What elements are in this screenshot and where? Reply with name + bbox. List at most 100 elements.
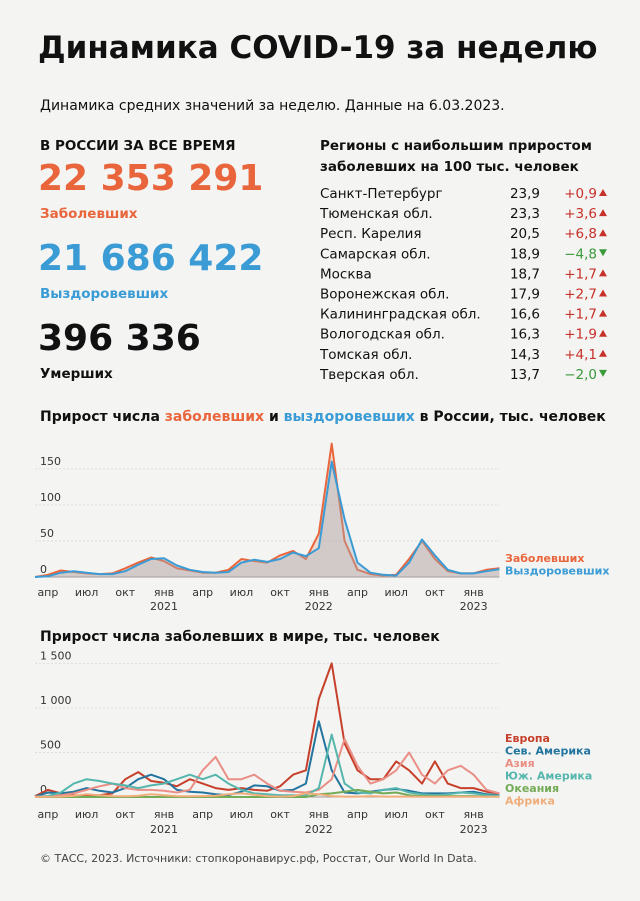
- year-label: 2023: [460, 823, 488, 836]
- region-change: −4,8: [564, 246, 597, 262]
- trend-arrow: [599, 269, 607, 277]
- region-name: Москва: [320, 266, 372, 282]
- legend-entry: Европа: [505, 732, 550, 745]
- region-change: +3,6: [564, 206, 597, 222]
- y-tick-label: 150: [40, 455, 61, 468]
- region-name: Респ. Карелия: [320, 226, 422, 242]
- x-tick-label: янв: [309, 808, 329, 821]
- line: [34, 733, 500, 798]
- legend-entry: Сев. Америка: [505, 745, 591, 758]
- legend-entry: Океания: [505, 782, 559, 795]
- region-name: Вологодская обл.: [320, 327, 445, 343]
- y-tick-label: 1 000: [40, 694, 72, 707]
- x-tick-label: окт: [425, 586, 445, 599]
- region-value: 16,6: [510, 307, 540, 323]
- region-value: 14,3: [510, 347, 540, 363]
- line: [34, 792, 500, 798]
- total-value: 396 336: [38, 318, 201, 359]
- x-tick-label: окт: [425, 808, 445, 821]
- x-tick-label: окт: [115, 586, 135, 599]
- region-change: +4,1: [564, 347, 597, 363]
- region-value: 20,5: [510, 226, 540, 242]
- y-tick-label: 0: [40, 783, 47, 796]
- legend-entry: Азия: [505, 757, 535, 770]
- line: [34, 460, 500, 578]
- chart-title: Прирост числа заболевших и выздоровевших…: [40, 409, 606, 425]
- total-label: Умерших: [40, 366, 113, 382]
- region-name: Тюменская обл.: [319, 206, 433, 222]
- title: Динамика COVID-19 за неделю: [38, 30, 597, 66]
- x-tick-label: апр: [192, 586, 213, 599]
- y-tick-label: 1 500: [40, 649, 72, 662]
- total-label: Заболевших: [40, 206, 138, 222]
- y-tick-label: 100: [40, 491, 61, 504]
- y-tick-label: 50: [40, 527, 54, 540]
- title-part: и: [269, 409, 279, 425]
- x-tick-label: апр: [37, 586, 58, 599]
- year-label: 2022: [305, 600, 333, 613]
- region-value: 18,9: [510, 246, 540, 262]
- x-tick-label: янв: [463, 586, 483, 599]
- year-label: 2023: [460, 600, 488, 613]
- region-change: +6,8: [564, 226, 597, 242]
- trend-arrow: [599, 369, 607, 377]
- region-change: +2,7: [564, 287, 597, 303]
- trend-arrow: [599, 289, 607, 297]
- region-name: Томская обл.: [319, 347, 412, 363]
- title-part: заболевших: [165, 409, 264, 425]
- year-label: 2022: [305, 823, 333, 836]
- x-tick-label: апр: [347, 586, 368, 599]
- trend-arrow: [599, 229, 607, 237]
- title-part: в России, тыс. человек: [420, 409, 607, 425]
- x-tick-label: июл: [230, 808, 253, 821]
- chart-title: Прирост числа заболевших в мире, тыс. че…: [40, 629, 440, 645]
- title-part: Прирост числа: [40, 409, 160, 425]
- year-label: 2021: [150, 600, 178, 613]
- region-change: −2,0: [564, 367, 597, 383]
- region-change: +1,7: [564, 307, 597, 323]
- region-value: 17,9: [510, 287, 540, 303]
- x-tick-label: окт: [270, 586, 290, 599]
- region-name: Тверская обл.: [319, 367, 419, 383]
- region-change: +1,9: [564, 327, 597, 343]
- region-name: Воронежская обл.: [320, 287, 449, 303]
- x-tick-label: янв: [154, 808, 174, 821]
- x-tick-label: июл: [230, 586, 253, 599]
- x-tick-label: апр: [37, 808, 58, 821]
- total-value: 22 353 291: [38, 158, 263, 199]
- regions-heading: Регионы с наибольшим приростом: [320, 138, 592, 154]
- region-value: 16,3: [510, 327, 540, 343]
- region-value: 23,3: [510, 206, 540, 222]
- trend-arrow: [599, 349, 607, 357]
- y-tick-label: 0: [40, 563, 47, 576]
- legend-entry: Юж. Америка: [505, 770, 592, 783]
- x-tick-label: июл: [75, 808, 98, 821]
- x-tick-label: июл: [384, 808, 407, 821]
- title-part: выздоровевших: [284, 409, 415, 425]
- y-tick-label: 500: [40, 738, 61, 751]
- trend-arrow: [599, 309, 607, 317]
- region-name: Калининградская обл.: [320, 307, 481, 323]
- x-tick-label: окт: [115, 808, 135, 821]
- trend-arrow: [599, 189, 607, 196]
- footer: © ТАСС, 2023. Источники: стопкоронавирус…: [40, 852, 477, 865]
- region-change: +0,9: [564, 186, 597, 202]
- legend-entry: Выздоровевших: [505, 565, 609, 578]
- region-change: +1,7: [564, 266, 597, 282]
- totals-heading: В РОССИИ ЗА ВСЕ ВРЕМЯ: [40, 138, 236, 154]
- total-label: Выздоровевших: [40, 286, 168, 302]
- x-tick-label: янв: [463, 808, 483, 821]
- region-value: 13,7: [510, 367, 540, 383]
- year-label: 2021: [150, 823, 178, 836]
- regions-heading: заболевших на 100 тыс. человек: [320, 159, 579, 175]
- total-value: 21 686 422: [38, 238, 263, 279]
- x-tick-label: янв: [154, 586, 174, 599]
- region-value: 23,9: [510, 186, 540, 202]
- region-value: 18,7: [510, 266, 540, 282]
- x-tick-label: июл: [384, 586, 407, 599]
- trend-arrow: [599, 209, 607, 217]
- trend-arrow: [599, 249, 607, 257]
- x-tick-label: янв: [309, 586, 329, 599]
